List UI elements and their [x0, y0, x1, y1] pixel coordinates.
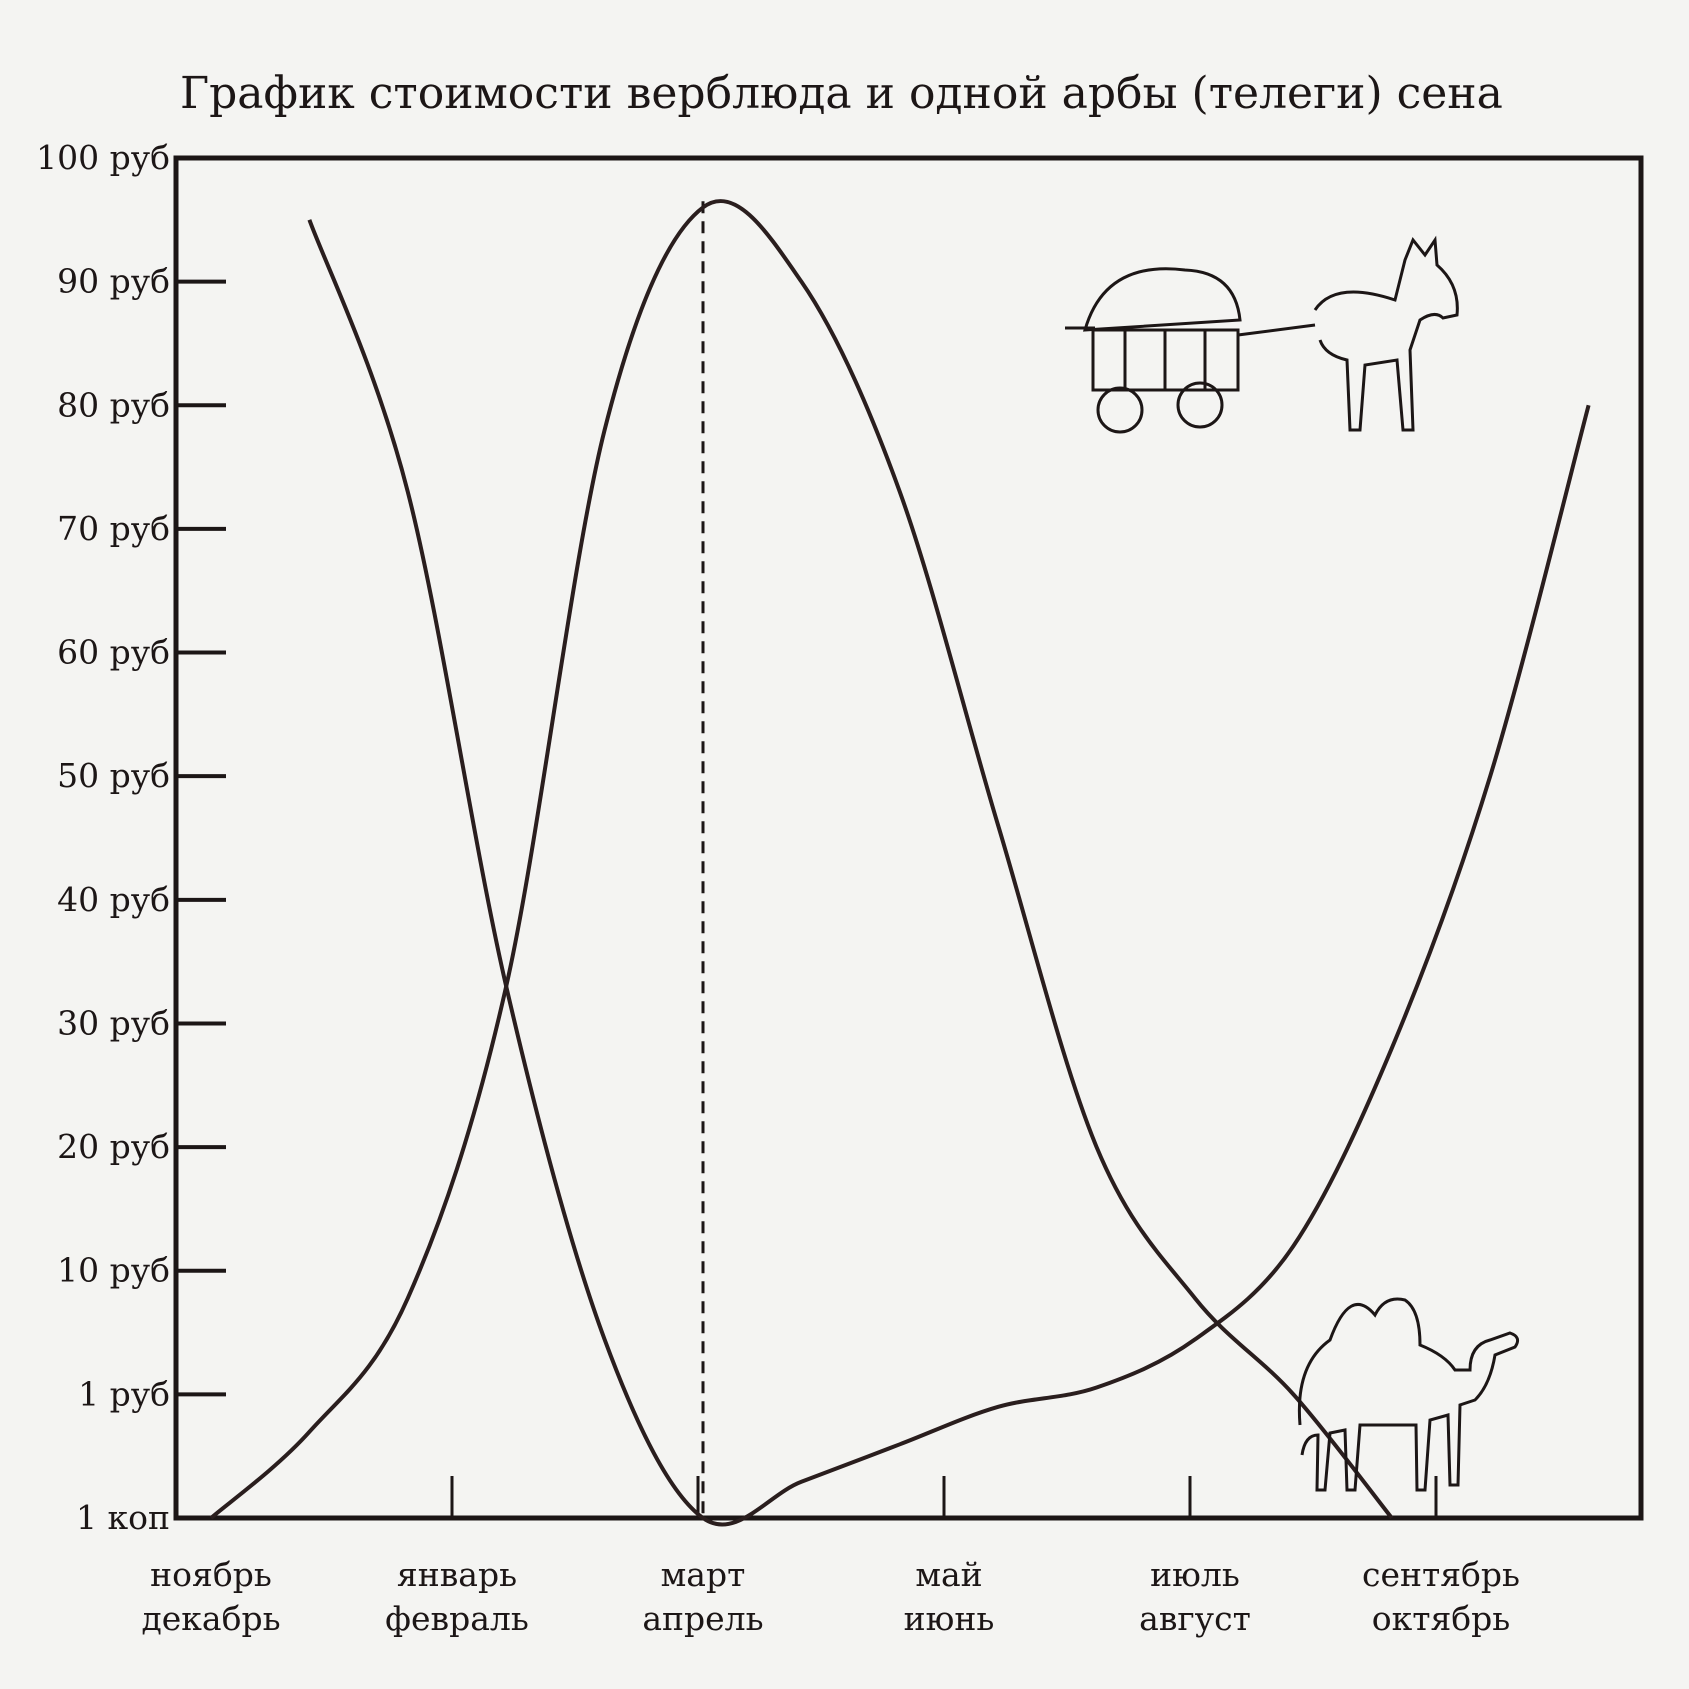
x-tick-label-top: ноябрь: [150, 1555, 272, 1594]
series-line-declining-then-rising: [307, 219, 1591, 1527]
x-axis: ноябрь декабрь январь февраль март апрель май и…: [141, 1476, 1520, 1638]
x-tick-label-bottom: август: [1139, 1599, 1251, 1638]
plot-frame: [173, 155, 1644, 1521]
cart-icon: [1065, 235, 1459, 434]
x-tick-label-bottom: февраль: [385, 1599, 529, 1638]
x-tick-label-top: январь: [397, 1555, 517, 1594]
y-tick-label: 70 руб: [57, 509, 170, 548]
y-tick-label: 10 руб: [57, 1251, 170, 1290]
series-layer: [209, 199, 1591, 1527]
y-axis: 1 коп 1 руб 10 руб 20 руб 30 руб 40 руб 50 руб…: [36, 138, 226, 1537]
x-tick-label-bottom: декабрь: [141, 1599, 280, 1638]
y-tick-label: 30 руб: [57, 1003, 170, 1042]
chart-title: График стоимости верблюда и одной арбы (…: [180, 68, 1503, 119]
x-tick-label-top: июль: [1150, 1555, 1240, 1594]
x-tick-label-top: май: [915, 1555, 982, 1594]
y-tick-label: 60 руб: [57, 633, 170, 672]
y-tick-label: 80 руб: [57, 385, 170, 424]
y-tick-label: 100 руб: [36, 138, 170, 177]
x-tick-label-bottom: октябрь: [1372, 1599, 1511, 1638]
y-tick-label: 1 руб: [78, 1374, 170, 1413]
x-tick-label-top: март: [661, 1555, 746, 1594]
y-tick-label: 20 руб: [57, 1127, 170, 1166]
x-tick-label-top: сентябрь: [1362, 1555, 1520, 1594]
camel-icon: [1297, 1297, 1520, 1492]
y-tick-label: 90 руб: [57, 262, 170, 301]
x-tick-label-bottom: апрель: [642, 1599, 763, 1638]
series-line-rising-then-declining: [209, 199, 1394, 1520]
y-tick-label: 50 руб: [57, 756, 170, 795]
x-tick-label-bottom: июнь: [904, 1599, 995, 1638]
y-tick-label: 1 коп: [76, 1498, 170, 1537]
y-tick-label: 40 руб: [57, 880, 170, 919]
